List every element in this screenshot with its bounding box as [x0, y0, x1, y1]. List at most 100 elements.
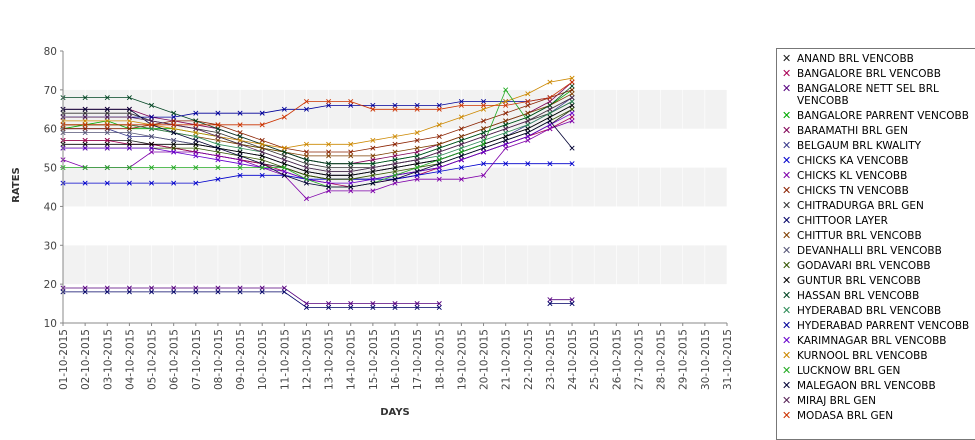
data-point [370, 102, 376, 108]
legend-label: LUCKNOW BRL GEN [797, 365, 901, 377]
data-point [458, 165, 464, 171]
data-point [569, 102, 575, 108]
data-point [104, 130, 110, 136]
data-point [547, 110, 553, 116]
data-point [215, 153, 221, 159]
data-point [436, 304, 442, 310]
data-point [370, 180, 376, 186]
data-point [547, 301, 553, 307]
data-point [303, 196, 309, 202]
data-point [303, 153, 309, 159]
legend-label: GUNTUR BRL VENCOBB [797, 275, 921, 287]
legend-label: ANAND BRL VENCOBB [797, 53, 914, 65]
x-tick-label: 22-10-2015 [523, 329, 535, 390]
data-point [303, 176, 309, 182]
data-point [348, 165, 354, 171]
data-point [303, 149, 309, 155]
data-point [326, 161, 332, 167]
data-point [525, 137, 531, 143]
data-point [503, 110, 509, 116]
data-point [215, 141, 221, 147]
legend-label: HYDERABAD PARRENT VENCOBB [797, 320, 970, 332]
data-point [259, 149, 265, 155]
data-point [503, 130, 509, 136]
data-point [547, 118, 553, 124]
legend-marker-icon: ✕ [782, 274, 792, 287]
data-point [326, 168, 332, 174]
data-point [126, 106, 132, 112]
data-point [547, 126, 553, 132]
data-point [326, 301, 332, 307]
legend-item: ✕ BELGAUM BRL KWALITY [777, 140, 975, 153]
data-point [481, 141, 487, 147]
legend-marker-icon: ✕ [782, 394, 792, 407]
data-point [547, 297, 553, 303]
data-point [392, 180, 398, 186]
data-point [458, 114, 464, 120]
x-tick-label: 17-10-2015 [412, 329, 424, 390]
series-group [60, 289, 575, 310]
data-point [237, 149, 243, 155]
legend-item: ✕ CHITTUR BRL VENCOBB [777, 229, 975, 243]
data-point [149, 114, 155, 120]
series-line [62, 120, 573, 200]
data-point [259, 141, 265, 147]
data-point [171, 122, 177, 128]
data-point [503, 122, 509, 128]
data-point [237, 172, 243, 178]
legend-item: ✕ CHICKS KL VENCOBB [777, 170, 975, 183]
data-point [569, 83, 575, 89]
data-point [193, 126, 199, 132]
data-point [149, 133, 155, 140]
data-point [193, 130, 199, 136]
legend-marker-icon: ✕ [782, 244, 792, 257]
legend-marker-icon: ✕ [782, 154, 792, 167]
data-point [82, 118, 88, 124]
legend-label: MIRAJ BRL GEN [797, 395, 876, 407]
data-point [503, 137, 509, 143]
legend-label: HYDERABAD BRL VENCOBB [797, 305, 942, 317]
data-point [237, 145, 243, 151]
data-point [569, 106, 575, 112]
data-point [436, 176, 442, 182]
legend-marker-icon: ✕ [782, 52, 792, 65]
data-point [414, 130, 420, 136]
data-point [193, 133, 199, 140]
y-tick-label: 60 [44, 124, 57, 136]
x-tick-labels: 01-10-2015 02-10-2015 03-10-2015 04-10-2015… [58, 323, 734, 390]
data-point [126, 285, 132, 291]
legend-item: ✕ LUCKNOW BRL GEN [777, 365, 975, 378]
data-point [525, 110, 531, 116]
data-point [237, 165, 243, 171]
legend-label: CHICKS KA VENCOBB [797, 155, 909, 167]
data-point [259, 137, 265, 143]
data-point [193, 285, 199, 291]
data-point [149, 141, 155, 147]
data-point [392, 149, 398, 155]
legend-marker-icon: ✕ [782, 229, 792, 242]
data-point [436, 149, 442, 155]
data-point [569, 98, 575, 105]
data-point [149, 145, 155, 151]
data-point [414, 161, 420, 167]
data-point [348, 153, 354, 159]
series-lines [60, 75, 575, 310]
data-point [525, 122, 531, 128]
data-point [503, 161, 509, 167]
data-point [326, 184, 332, 190]
data-point [525, 126, 531, 132]
x-tick-label: 04-10-2015 [124, 329, 136, 390]
legend-label: KURNOOL BRL VENCOBB [797, 350, 928, 362]
data-point [326, 153, 332, 159]
data-point [281, 285, 287, 291]
data-point [458, 145, 464, 151]
x-tick-label: 12-10-2015 [301, 329, 313, 390]
legend-label: MODASA BRL GEN [797, 410, 894, 422]
data-point [259, 122, 265, 128]
line-chart: 10 20 30 40 50 60 70 80 01-10-2015 02-10-2015 03-… [11, 46, 734, 418]
data-point [392, 157, 398, 163]
data-point [481, 130, 487, 136]
data-point [126, 95, 132, 101]
legend-label: BELGAUM BRL KWALITY [797, 140, 922, 152]
data-point [171, 114, 177, 120]
